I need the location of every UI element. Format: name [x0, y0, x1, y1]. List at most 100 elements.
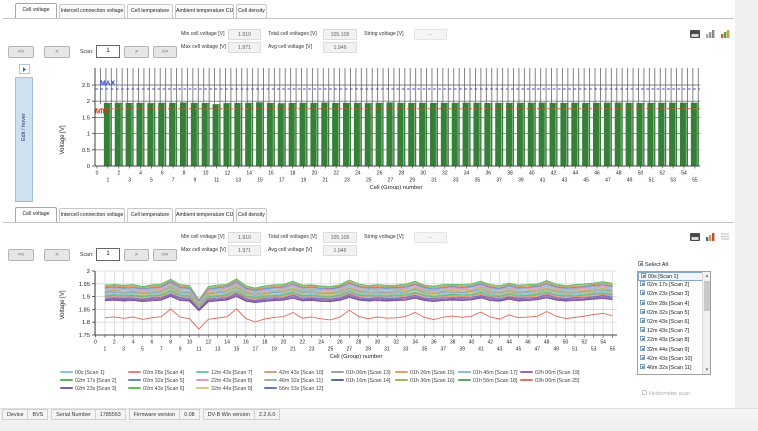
svg-text:38: 38	[507, 171, 513, 177]
svg-text:MIN: MIN	[95, 109, 108, 116]
svg-text:15: 15	[234, 347, 240, 353]
svg-text:54: 54	[681, 171, 687, 177]
svg-text:28: 28	[356, 340, 362, 346]
svg-text:1: 1	[87, 132, 90, 138]
svg-text:4: 4	[132, 340, 135, 346]
svg-text:4: 4	[139, 171, 142, 177]
svg-text:9: 9	[179, 347, 182, 353]
svg-text:9: 9	[193, 178, 196, 184]
svg-text:1.5: 1.5	[82, 115, 90, 121]
svg-text:33: 33	[453, 178, 459, 184]
svg-text:40: 40	[469, 340, 475, 346]
svg-text:10: 10	[203, 171, 209, 177]
svg-text:38: 38	[450, 340, 456, 346]
svg-text:32: 32	[394, 340, 400, 346]
svg-text:20: 20	[281, 340, 287, 346]
svg-text:48: 48	[616, 171, 622, 177]
svg-text:25: 25	[328, 347, 334, 353]
svg-text:52: 52	[582, 340, 588, 346]
svg-text:2: 2	[117, 171, 120, 177]
svg-text:14: 14	[246, 171, 252, 177]
svg-text:24: 24	[355, 171, 361, 177]
svg-text:53: 53	[591, 347, 597, 353]
svg-text:18: 18	[290, 171, 296, 177]
svg-text:35: 35	[475, 178, 481, 184]
svg-text:27: 27	[347, 347, 353, 353]
svg-text:26: 26	[377, 171, 383, 177]
svg-text:8: 8	[169, 340, 172, 346]
svg-text:Voltage [V]: Voltage [V]	[60, 290, 66, 319]
svg-text:11: 11	[214, 178, 219, 184]
svg-text:39: 39	[518, 178, 524, 184]
svg-text:49: 49	[553, 347, 559, 353]
svg-text:46: 46	[594, 171, 600, 177]
svg-text:5: 5	[141, 347, 144, 353]
svg-text:Cell (Group) number: Cell (Group) number	[330, 354, 383, 360]
svg-text:MAX: MAX	[100, 80, 116, 87]
svg-text:31: 31	[384, 347, 390, 353]
svg-text:45: 45	[583, 178, 589, 184]
svg-text:10: 10	[187, 340, 193, 346]
svg-text:23: 23	[344, 178, 350, 184]
svg-text:47: 47	[605, 178, 611, 184]
svg-text:26: 26	[337, 340, 343, 346]
svg-text:23: 23	[309, 347, 315, 353]
svg-text:44: 44	[506, 340, 512, 346]
svg-text:42: 42	[488, 340, 494, 346]
svg-text:2: 2	[87, 269, 90, 275]
svg-text:34: 34	[464, 171, 470, 177]
svg-text:13: 13	[215, 347, 221, 353]
svg-text:2: 2	[87, 99, 90, 105]
svg-text:50: 50	[638, 171, 644, 177]
svg-text:53: 53	[670, 178, 676, 184]
svg-text:11: 11	[196, 347, 201, 353]
svg-text:44: 44	[572, 171, 578, 177]
svg-text:50: 50	[563, 340, 569, 346]
svg-text:33: 33	[403, 347, 409, 353]
svg-text:25: 25	[366, 178, 372, 184]
svg-text:45: 45	[516, 347, 522, 353]
svg-text:29: 29	[409, 178, 415, 184]
svg-text:30: 30	[420, 171, 426, 177]
svg-text:1.8: 1.8	[82, 320, 90, 326]
svg-text:12: 12	[206, 340, 212, 346]
svg-text:55: 55	[610, 347, 616, 353]
svg-text:22: 22	[333, 171, 339, 177]
svg-text:13: 13	[236, 178, 242, 184]
svg-text:0.5: 0.5	[82, 148, 90, 154]
svg-text:35: 35	[422, 347, 428, 353]
svg-text:19: 19	[301, 178, 307, 184]
svg-text:0: 0	[96, 171, 99, 177]
svg-text:18: 18	[262, 340, 268, 346]
svg-text:7: 7	[160, 347, 163, 353]
svg-text:54: 54	[600, 340, 606, 346]
svg-text:37: 37	[441, 347, 447, 353]
svg-text:55: 55	[692, 178, 698, 184]
svg-text:36: 36	[431, 340, 437, 346]
svg-text:36: 36	[486, 171, 492, 177]
svg-text:31: 31	[431, 178, 437, 184]
svg-text:20: 20	[312, 171, 318, 177]
svg-text:47: 47	[535, 347, 541, 353]
svg-text:24: 24	[318, 340, 324, 346]
svg-text:51: 51	[649, 178, 655, 184]
svg-text:1.85: 1.85	[79, 307, 90, 313]
svg-text:49: 49	[627, 178, 633, 184]
svg-text:1.9: 1.9	[82, 295, 90, 301]
svg-text:21: 21	[322, 178, 328, 184]
svg-text:2.5: 2.5	[82, 83, 90, 89]
svg-text:0: 0	[94, 340, 97, 346]
svg-text:51: 51	[572, 347, 578, 353]
svg-text:41: 41	[478, 347, 484, 353]
svg-text:39: 39	[459, 347, 465, 353]
svg-text:27: 27	[388, 178, 394, 184]
svg-text:46: 46	[525, 340, 531, 346]
svg-text:48: 48	[544, 340, 550, 346]
svg-text:43: 43	[497, 347, 503, 353]
svg-text:1: 1	[104, 347, 107, 353]
svg-text:8: 8	[183, 171, 186, 177]
svg-text:29: 29	[365, 347, 371, 353]
svg-text:3: 3	[128, 178, 131, 184]
svg-text:5: 5	[150, 178, 153, 184]
svg-text:19: 19	[271, 347, 277, 353]
